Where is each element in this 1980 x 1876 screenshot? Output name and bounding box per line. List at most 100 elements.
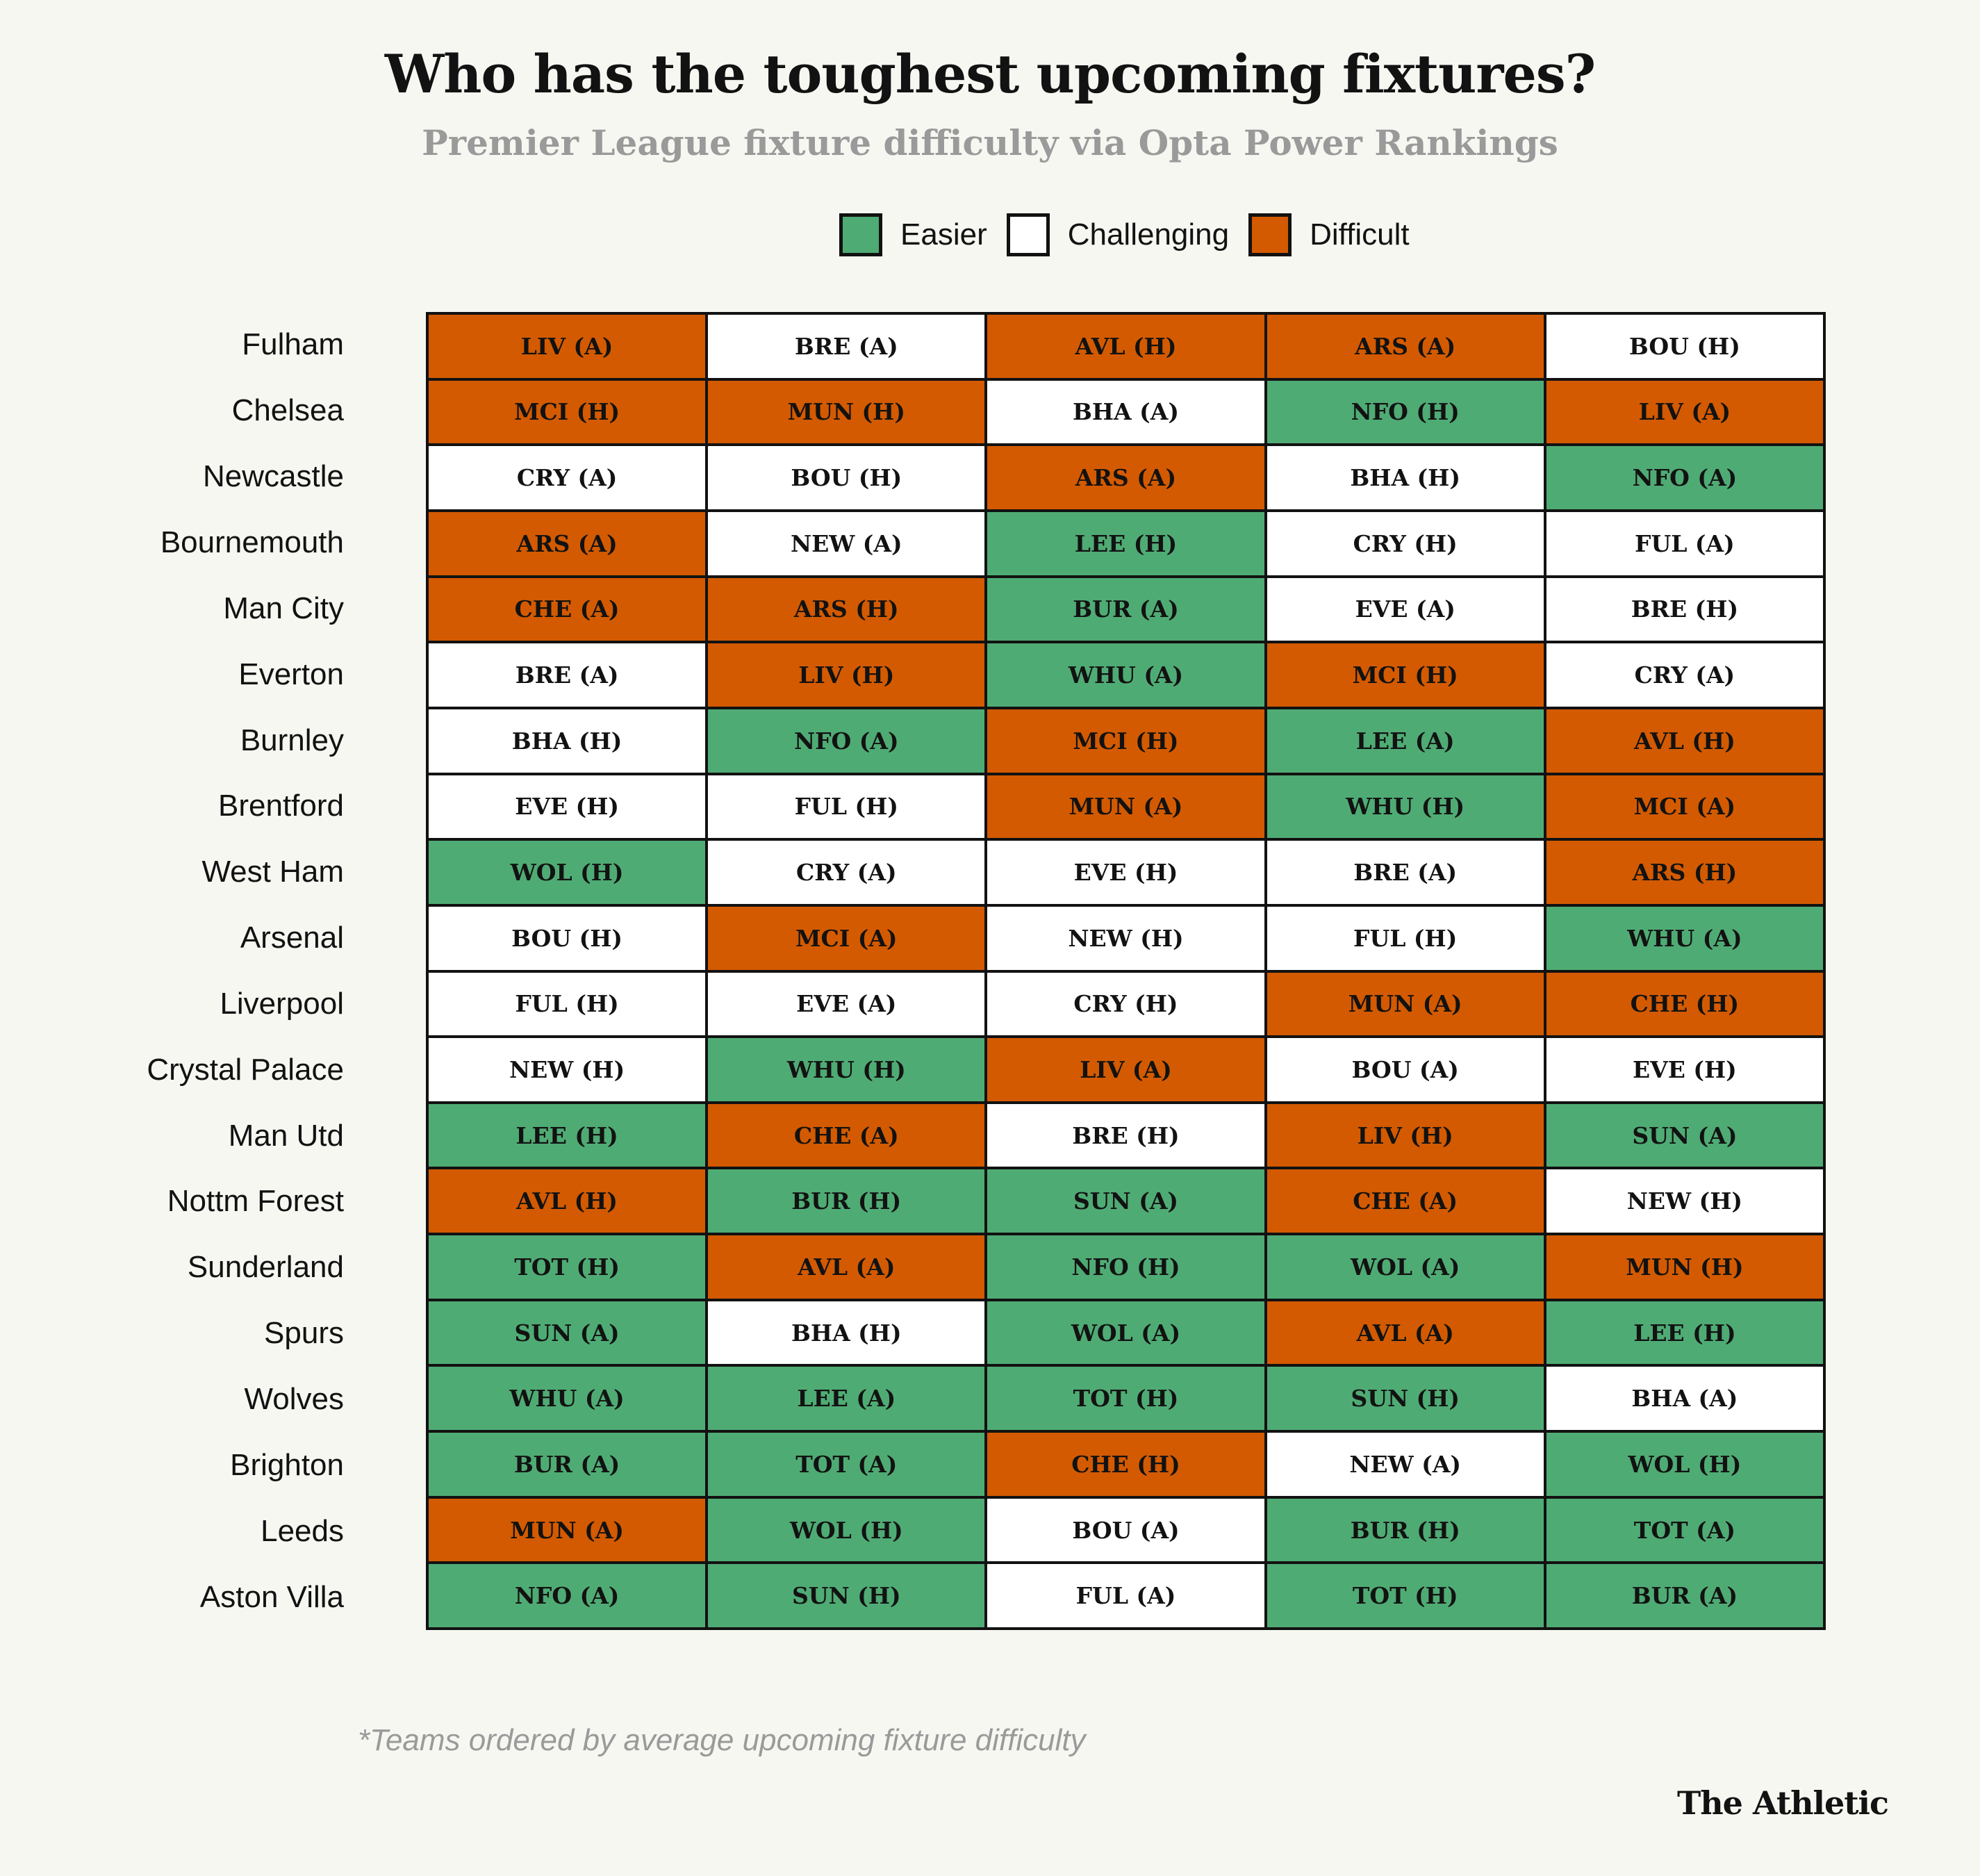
fixture-cell: MUN (H)	[1546, 1235, 1823, 1299]
team-label: Leeds	[261, 1513, 344, 1548]
fixture-cell: BHA (H)	[429, 709, 706, 773]
fixture-cell: LIV (H)	[1267, 1103, 1544, 1167]
fixture-cell: ARS (H)	[1546, 841, 1823, 904]
chart-title: Who has the toughest upcoming fixtures?	[384, 43, 1596, 105]
legend-label-easier: Easier	[900, 217, 987, 252]
legend-label-difficult: Difficult	[1310, 217, 1410, 252]
fixture-cell: TOT (H)	[1267, 1564, 1544, 1627]
fixture-cell: BUR (A)	[987, 577, 1264, 641]
fixture-cell: NEW (A)	[708, 511, 985, 575]
team-label: Wolves	[244, 1382, 344, 1417]
fixture-cell: TOT (A)	[1546, 1498, 1823, 1562]
fixture-cell: EVE (H)	[429, 775, 706, 839]
fixture-cell: SUN (A)	[429, 1301, 706, 1365]
fixture-cell: CHE (H)	[987, 1433, 1264, 1496]
team-label: Burnley	[240, 723, 344, 757]
fixture-cell: AVL (A)	[708, 1235, 985, 1299]
fixture-cell: WHU (H)	[708, 1038, 985, 1101]
fixture-cell: WOL (H)	[708, 1498, 985, 1562]
team-label: Bournemouth	[160, 525, 344, 559]
fixture-cell: BOU (H)	[1546, 315, 1823, 378]
team-label: Spurs	[264, 1316, 344, 1351]
fixture-cell: MCI (H)	[987, 709, 1264, 773]
team-label: West Ham	[201, 855, 344, 889]
fixture-cell: SUN (A)	[1546, 1103, 1823, 1167]
legend-label-challenging: Challenging	[1067, 217, 1230, 252]
fixture-cell: MUN (H)	[708, 380, 985, 444]
fixture-cell: NFO (A)	[429, 1564, 706, 1627]
fixture-cell: NFO (A)	[708, 709, 985, 773]
fixture-cell: MCI (H)	[429, 380, 706, 444]
legend-item-easier: Easier	[839, 213, 987, 256]
fixture-cell: TOT (H)	[429, 1235, 706, 1299]
fixture-cell: LEE (H)	[1546, 1301, 1823, 1365]
fixture-cell: MUN (A)	[987, 775, 1264, 839]
fixture-cell: LIV (A)	[1546, 380, 1823, 444]
legend-item-difficult: Difficult	[1248, 213, 1410, 256]
fixture-cell: CRY (H)	[987, 972, 1264, 1036]
fixture-cell: LEE (A)	[1267, 709, 1544, 773]
team-label: Nottm Forest	[167, 1184, 344, 1219]
fixture-cell: LIV (H)	[708, 643, 985, 707]
team-labels: Fulham Chelsea Newcastle Bournemouth Man Cit…	[83, 312, 344, 1630]
fixture-cell: WHU (H)	[1267, 775, 1544, 839]
team-label: Aston Villa	[199, 1579, 344, 1614]
fixture-cell: AVL (H)	[987, 315, 1264, 378]
fixture-cell: BRE (H)	[1546, 577, 1823, 641]
team-label: Brentford	[218, 789, 344, 823]
fixture-cell: BHA (A)	[987, 380, 1264, 444]
fixture-cell: LEE (H)	[987, 511, 1264, 575]
fixture-grid: LIV (A) BRE (A) AVL (H) ARS (A) BOU (H) MCI (…	[426, 312, 1826, 1630]
brand-logo: The Athletic	[1676, 1784, 1889, 1822]
fixture-cell: BOU (H)	[708, 446, 985, 509]
fixture-cell: BHA (H)	[708, 1301, 985, 1365]
fixture-cell: CHE (H)	[1546, 972, 1823, 1036]
fixture-cell: ARS (A)	[1267, 315, 1544, 378]
fixture-cell: WHU (A)	[429, 1367, 706, 1431]
fixture-cell: BRE (A)	[429, 643, 706, 707]
fixture-cell: BHA (A)	[1546, 1367, 1823, 1431]
fixture-cell: BRE (A)	[1267, 841, 1544, 904]
fixture-cell: EVE (A)	[708, 972, 985, 1036]
fixture-cell: CHE (A)	[1267, 1169, 1544, 1233]
fixture-cell: SUN (A)	[987, 1169, 1264, 1233]
fixture-cell: WHU (A)	[987, 643, 1264, 707]
fixture-cell: ARS (A)	[987, 446, 1264, 509]
fixture-cell: WOL (A)	[987, 1301, 1264, 1365]
fixture-cell: BHA (H)	[1267, 446, 1544, 509]
fixture-cell: MCI (H)	[1267, 643, 1544, 707]
team-label: Chelsea	[231, 393, 344, 428]
fixture-cell: BUR (A)	[1546, 1564, 1823, 1627]
team-label: Newcastle	[203, 459, 344, 494]
legend-swatch-easier	[839, 213, 882, 256]
footnote: *Teams ordered by average upcoming fixtu…	[358, 1723, 1086, 1757]
fixture-cell: BUR (H)	[1267, 1498, 1544, 1562]
fixture-cell: FUL (H)	[1267, 906, 1544, 970]
fixture-cell: AVL (A)	[1267, 1301, 1544, 1365]
legend-item-challenging: Challenging	[1006, 213, 1230, 256]
fixture-cell: FUL (A)	[987, 1564, 1264, 1627]
fixture-cell: WHU (A)	[1546, 906, 1823, 970]
fixture-cell: ARS (H)	[708, 577, 985, 641]
team-label: Liverpool	[220, 986, 344, 1021]
fixture-cell: CRY (A)	[1546, 643, 1823, 707]
fixture-cell: WOL (H)	[1546, 1433, 1823, 1496]
fixture-cell: CRY (H)	[1267, 511, 1544, 575]
fixture-cell: NEW (H)	[1546, 1169, 1823, 1233]
fixture-cell: AVL (H)	[429, 1169, 706, 1233]
team-label: Crystal Palace	[147, 1052, 344, 1087]
fixture-cell: CHE (A)	[708, 1103, 985, 1167]
team-label: Fulham	[242, 327, 344, 362]
fixture-cell: SUN (H)	[1267, 1367, 1544, 1431]
fixture-cell: BOU (H)	[429, 906, 706, 970]
fixture-cell: MCI (A)	[708, 906, 985, 970]
fixture-cell: BUR (A)	[429, 1433, 706, 1496]
fixture-cell: TOT (A)	[708, 1433, 985, 1496]
fixture-cell: FUL (H)	[708, 775, 985, 839]
fixture-cell: AVL (H)	[1546, 709, 1823, 773]
fixture-cell: NEW (H)	[429, 1038, 706, 1101]
fixture-cell: MUN (A)	[1267, 972, 1544, 1036]
fixture-cell: LIV (A)	[987, 1038, 1264, 1101]
fixture-cell: NFO (A)	[1546, 446, 1823, 509]
fixture-cell: BOU (A)	[1267, 1038, 1544, 1101]
